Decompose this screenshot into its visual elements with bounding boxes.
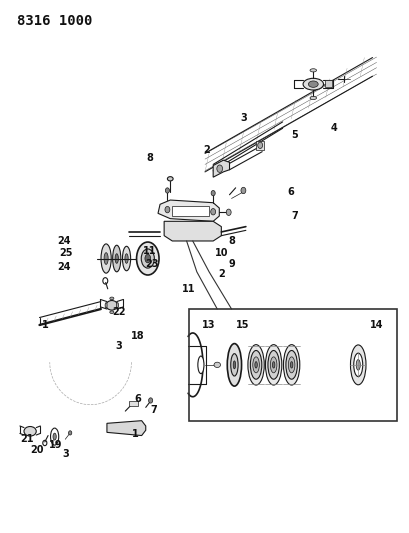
Circle shape — [240, 187, 245, 193]
Polygon shape — [107, 421, 145, 435]
Text: 3: 3 — [115, 341, 122, 351]
Ellipse shape — [104, 253, 108, 264]
Text: 7: 7 — [291, 211, 297, 221]
Text: 25: 25 — [59, 248, 73, 258]
Ellipse shape — [230, 354, 238, 376]
Text: 3: 3 — [240, 112, 247, 123]
Circle shape — [68, 431, 72, 435]
Ellipse shape — [350, 345, 365, 385]
Text: 2: 2 — [218, 270, 224, 279]
Text: 21: 21 — [20, 434, 34, 445]
Ellipse shape — [167, 176, 173, 181]
Circle shape — [165, 188, 169, 193]
Ellipse shape — [247, 345, 264, 385]
Text: 24: 24 — [57, 262, 71, 271]
Text: 7: 7 — [150, 405, 157, 415]
Ellipse shape — [24, 426, 36, 436]
Text: 2: 2 — [203, 144, 210, 155]
Text: 6: 6 — [287, 187, 294, 197]
Ellipse shape — [53, 433, 56, 440]
Text: 6: 6 — [134, 394, 141, 405]
Ellipse shape — [105, 303, 107, 308]
Bar — [256, 141, 264, 150]
Polygon shape — [157, 200, 219, 221]
Ellipse shape — [106, 301, 117, 310]
Circle shape — [226, 209, 231, 215]
Bar — [129, 401, 137, 406]
Ellipse shape — [267, 351, 279, 379]
Ellipse shape — [353, 353, 362, 376]
Ellipse shape — [309, 69, 316, 72]
Text: 8: 8 — [227, 236, 234, 246]
Text: 14: 14 — [369, 320, 382, 330]
Text: 9: 9 — [228, 259, 234, 269]
Text: 18: 18 — [130, 330, 144, 341]
Polygon shape — [164, 221, 221, 241]
Circle shape — [164, 206, 169, 213]
Text: 11: 11 — [182, 284, 195, 294]
Text: 3: 3 — [63, 449, 69, 458]
Ellipse shape — [265, 345, 281, 385]
Text: 8: 8 — [146, 152, 153, 163]
Circle shape — [216, 165, 222, 172]
Ellipse shape — [101, 244, 111, 273]
Ellipse shape — [136, 242, 159, 275]
Text: 8316 1000: 8316 1000 — [17, 14, 92, 28]
Ellipse shape — [355, 360, 360, 370]
Bar — [172, 206, 209, 216]
Ellipse shape — [270, 357, 276, 373]
Text: 5: 5 — [291, 130, 297, 140]
Text: 1: 1 — [132, 429, 139, 439]
Text: 4: 4 — [330, 123, 336, 133]
Ellipse shape — [144, 254, 150, 263]
Text: 1: 1 — [42, 320, 49, 330]
Ellipse shape — [213, 362, 220, 368]
Bar — [324, 80, 331, 87]
Ellipse shape — [115, 254, 118, 263]
Bar — [188, 309, 396, 421]
Text: 23: 23 — [145, 259, 158, 269]
Ellipse shape — [122, 246, 130, 271]
Text: 15: 15 — [236, 320, 249, 330]
Ellipse shape — [283, 345, 299, 385]
Ellipse shape — [285, 351, 297, 379]
Ellipse shape — [198, 356, 204, 374]
Ellipse shape — [233, 361, 235, 369]
Ellipse shape — [254, 362, 257, 368]
Ellipse shape — [112, 245, 121, 272]
Circle shape — [148, 398, 152, 403]
Circle shape — [211, 190, 215, 196]
Ellipse shape — [141, 249, 154, 268]
Text: 11: 11 — [143, 246, 156, 255]
Ellipse shape — [110, 311, 114, 313]
Text: 13: 13 — [202, 320, 215, 330]
Ellipse shape — [302, 78, 323, 90]
Ellipse shape — [272, 362, 274, 368]
Ellipse shape — [252, 357, 259, 373]
Text: 20: 20 — [31, 445, 44, 455]
Circle shape — [257, 142, 262, 149]
Ellipse shape — [250, 351, 261, 379]
Text: 19: 19 — [49, 440, 63, 450]
Ellipse shape — [288, 357, 294, 373]
Circle shape — [210, 208, 215, 215]
Ellipse shape — [116, 303, 118, 308]
Ellipse shape — [227, 344, 241, 386]
Ellipse shape — [308, 81, 317, 87]
Polygon shape — [213, 160, 229, 177]
Ellipse shape — [290, 362, 292, 368]
Text: 24: 24 — [57, 236, 71, 246]
Ellipse shape — [125, 254, 128, 263]
Text: 22: 22 — [112, 306, 126, 317]
Text: 10: 10 — [214, 248, 227, 258]
Ellipse shape — [110, 297, 114, 300]
Ellipse shape — [309, 96, 316, 100]
